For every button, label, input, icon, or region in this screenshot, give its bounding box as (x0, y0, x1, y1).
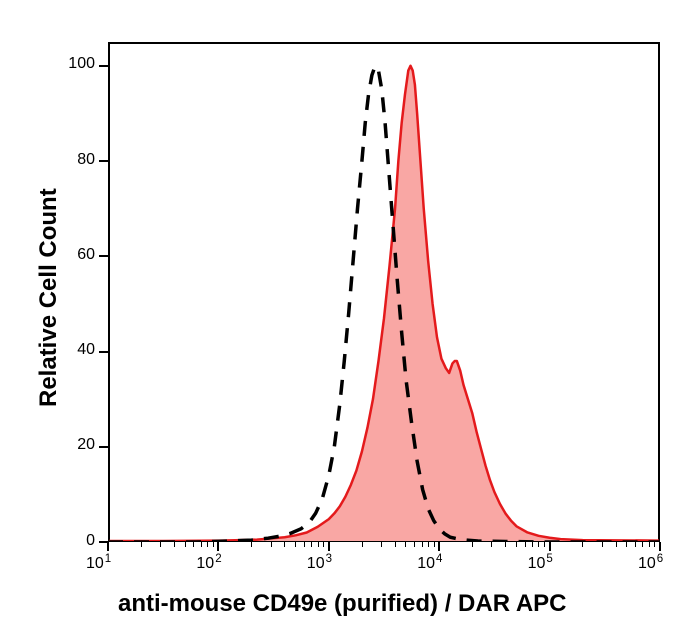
x-minor-tick (395, 542, 396, 547)
x-minor-tick (207, 542, 208, 547)
x-minor-tick (516, 542, 517, 547)
x-tick-label: 102 (196, 553, 221, 573)
x-tick-label: 104 (417, 553, 442, 573)
x-minor-tick (654, 542, 655, 547)
x-minor-tick (141, 542, 142, 547)
x-minor-tick (414, 542, 415, 547)
x-minor-tick (362, 542, 363, 547)
x-tick (549, 542, 551, 551)
y-tick-label: 40 (77, 341, 95, 359)
y-tick-label: 100 (68, 55, 95, 73)
chart-svg (0, 0, 691, 641)
x-minor-tick (472, 542, 473, 547)
x-minor-tick (311, 542, 312, 547)
y-axis-label: Relative Cell Count (35, 188, 63, 407)
x-minor-tick (405, 542, 406, 547)
x-minor-tick (602, 542, 603, 547)
x-tick-label: 103 (307, 553, 332, 573)
x-tick-label: 106 (638, 553, 663, 573)
x-minor-tick (271, 542, 272, 547)
x-minor-tick (185, 542, 186, 547)
x-tick (659, 542, 661, 551)
x-tick (217, 542, 219, 551)
x-minor-tick (505, 542, 506, 547)
x-minor-tick (649, 542, 650, 547)
x-minor-tick (304, 542, 305, 547)
x-minor-tick (635, 542, 636, 547)
x-minor-tick (491, 542, 492, 547)
x-minor-tick (381, 542, 382, 547)
x-minor-tick (582, 542, 583, 547)
x-minor-tick (538, 542, 539, 547)
x-axis-label: anti-mouse CD49e (purified) / DAR APC (118, 590, 567, 618)
y-tick-label: 60 (77, 246, 95, 264)
y-tick-label: 0 (86, 532, 95, 550)
x-tick-label: 105 (528, 553, 553, 573)
flow-cytometry-histogram: Relative Cell Count anti-mouse CD49e (pu… (0, 0, 691, 641)
y-tick (99, 160, 108, 162)
x-minor-tick (532, 542, 533, 547)
x-minor-tick (295, 542, 296, 547)
y-tick (99, 351, 108, 353)
x-minor-tick (428, 542, 429, 547)
x-minor-tick (318, 542, 319, 547)
x-minor-tick (642, 542, 643, 547)
x-minor-tick (323, 542, 324, 547)
x-minor-tick (616, 542, 617, 547)
x-minor-tick (544, 542, 545, 547)
y-tick (99, 446, 108, 448)
x-minor-tick (525, 542, 526, 547)
x-minor-tick (193, 542, 194, 547)
x-minor-tick (174, 542, 175, 547)
filled-histogram (108, 66, 660, 542)
x-minor-tick (213, 542, 214, 547)
y-tick-label: 20 (77, 436, 95, 454)
x-tick-label: 101 (86, 553, 111, 573)
x-minor-tick (626, 542, 627, 547)
x-tick (107, 542, 109, 551)
x-minor-tick (284, 542, 285, 547)
x-minor-tick (201, 542, 202, 547)
x-minor-tick (160, 542, 161, 547)
x-tick (438, 542, 440, 551)
y-tick (99, 65, 108, 67)
x-tick (328, 542, 330, 551)
x-minor-tick (251, 542, 252, 547)
x-minor-tick (422, 542, 423, 547)
x-minor-tick (434, 542, 435, 547)
y-tick (99, 255, 108, 257)
y-tick-label: 80 (77, 151, 95, 169)
